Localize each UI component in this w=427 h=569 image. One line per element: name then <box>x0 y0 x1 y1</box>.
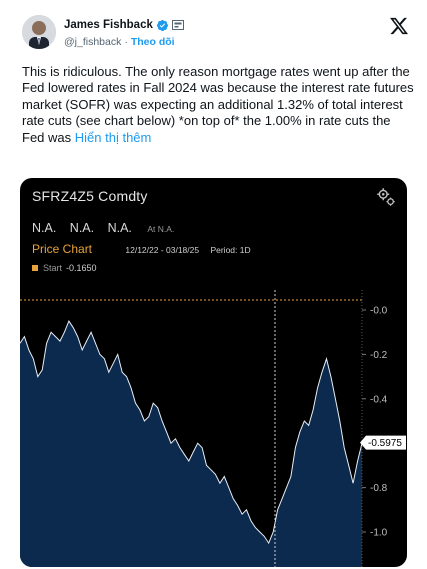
tweet-body: This is ridiculous. The only reason mort… <box>22 64 414 145</box>
price-chart-title: Price Chart <box>32 242 93 256</box>
price-chart: -0.0 -0.2 -0.4 -0.8 -1.0 -0.5975 <box>20 290 406 567</box>
ticker-title: SFRZ4Z5 Comdty <box>32 188 148 204</box>
date-range: 12/12/22 - 03/18/25 <box>125 245 200 255</box>
start-value: -0.1650 <box>66 263 97 273</box>
verified-badge-icon <box>156 19 168 31</box>
y-tick-label: -0.8 <box>370 483 388 494</box>
series-area <box>20 321 362 567</box>
avatar-image <box>22 15 56 49</box>
author-block: James Fishback @j_fishback · Theo dõi <box>64 17 184 49</box>
quote-value: N.A. <box>107 221 132 235</box>
affiliation-badge-icon <box>171 20 184 30</box>
y-tick-label: -0.2 <box>370 350 388 361</box>
quote-value: N.A. <box>69 221 95 235</box>
start-legend-swatch <box>32 265 38 271</box>
y-tick-label: -0.4 <box>370 394 388 405</box>
x-logo-icon[interactable] <box>389 16 409 36</box>
show-more-link[interactable]: Hiển thị thêm <box>74 129 152 145</box>
quote-value: N.A. <box>32 221 57 235</box>
y-tick-label: -1.0 <box>370 528 388 539</box>
tweet-header: James Fishback @j_fishback · Theo dõi <box>22 12 417 52</box>
tweet-text: This is ridiculous. The only reason mort… <box>22 64 414 146</box>
period-label: Period: 1D <box>210 245 251 255</box>
avatar[interactable] <box>22 15 56 49</box>
price-chart-header: Price Chart 12/12/22 - 03/18/25 Period: … <box>32 242 251 256</box>
chart-image[interactable]: SFRZ4Z5 Comdty N.A. N.A. N.A. At N.A. Pr… <box>20 178 407 567</box>
follow-button[interactable]: Theo dõi <box>130 36 175 48</box>
handle-separator: · <box>124 36 128 48</box>
y-tick-label: -0.0 <box>370 306 388 317</box>
last-value-label: -0.5975 <box>368 438 402 449</box>
series-line <box>20 320 363 545</box>
start-legend: Start -0.1650 <box>32 263 97 273</box>
author-handle[interactable]: @j_fishback <box>64 36 122 48</box>
quote-time: At N.A. <box>147 224 175 234</box>
author-name[interactable]: James Fishback <box>64 19 153 31</box>
settings-gear-icon <box>377 188 395 206</box>
last-value-tag <box>360 435 406 450</box>
start-label: Start <box>43 263 63 273</box>
quote-values-row: N.A. N.A. N.A. At N.A. <box>32 221 184 235</box>
